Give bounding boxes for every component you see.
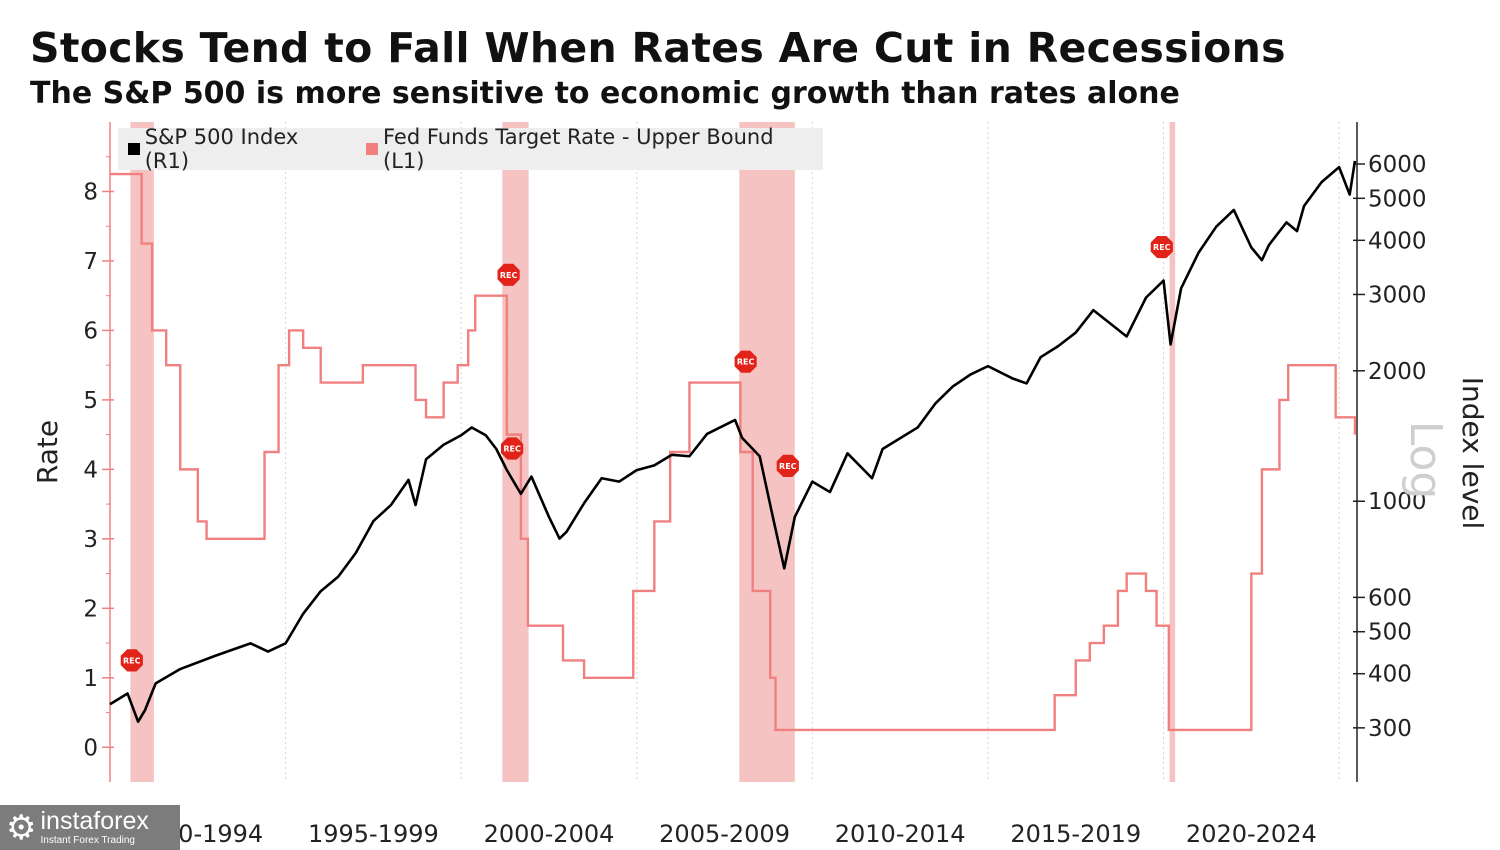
right-tick-label-400: 400 [1368,662,1412,688]
right-tick-label-500: 500 [1368,620,1412,646]
right-tick-label-6000: 6000 [1368,152,1427,178]
rec-marker-5 [1150,236,1173,259]
log-scale-label: Log [1400,421,1451,500]
x-tick-label-5: 2015-2019 [1010,820,1141,848]
gear-logo-icon: ⚙ [6,807,37,848]
left-tick-label-1: 1 [83,666,98,692]
left-tick-label-7: 7 [83,249,98,275]
rec-marker-3-label: REC [737,358,755,367]
legend-item-fed: Fed Funds Target Rate - Upper Bound (L1) [366,125,811,173]
rec-marker-2 [501,437,524,460]
rec-marker-4 [776,454,799,477]
right-tick-label-300: 300 [1368,716,1412,742]
rec-marker-1-label: REC [500,271,518,280]
chart-title: Stocks Tend to Fall When Rates Are Cut i… [30,24,1286,72]
left-tick-label-5: 5 [83,388,98,414]
series-line-sp500 [109,160,1357,723]
left-axis-label: Rate [31,420,64,484]
left-tick-label-3: 3 [83,527,98,553]
watermark-logo: ⚙ instaforex Instant Forex Trading [0,805,180,850]
left-tick-label-6: 6 [83,318,98,344]
watermark-tagline: Instant Forex Trading [40,835,135,846]
rec-marker-4-label: REC [779,462,797,471]
x-tick-label-1: 1995-1999 [308,820,439,848]
left-tick-label-4: 4 [83,457,98,483]
legend-item-sp500: S&P 500 Index (R1) [128,125,344,173]
series-line-fed-funds [110,172,1357,732]
right-tick-label-600: 600 [1368,585,1412,611]
x-tick-label-6: 2020-2024 [1186,820,1317,848]
x-tick-label-4: 2010-2014 [835,820,966,848]
rec-marker-1 [497,263,520,286]
x-tick-label-3: 2005-2009 [659,820,790,848]
left-tick-label-2: 2 [83,596,98,622]
right-tick-label-1000: 1000 [1368,489,1427,515]
legend: S&P 500 Index (R1) Fed Funds Target Rate… [118,125,823,173]
chart-subtitle: The S&P 500 is more sensitive to economi… [30,76,1180,111]
legend-swatch-sp500 [128,143,140,155]
right-axis-label: Index level [1456,377,1489,530]
rec-marker-5-label: REC [1153,243,1171,252]
recession-band-0 [130,122,154,782]
rec-marker-2-label: REC [503,445,521,454]
x-tick-label-2: 2000-2004 [484,820,615,848]
right-tick-label-4000: 4000 [1368,228,1427,254]
recession-band-3 [1169,122,1176,782]
right-tick-label-3000: 3000 [1368,282,1427,308]
rec-marker-0 [120,649,143,672]
rec-marker-0-label: REC [123,656,141,665]
left-tick-label-8: 8 [83,179,98,205]
right-tick-label-2000: 2000 [1368,359,1427,385]
legend-swatch-fed [366,143,378,155]
left-tick-label-0: 0 [83,735,98,761]
watermark-name: instaforex [40,807,149,835]
rec-marker-3 [734,350,757,373]
right-tick-label-5000: 5000 [1368,186,1427,212]
legend-label-sp500: S&P 500 Index (R1) [144,125,299,173]
legend-label-fed: Fed Funds Target Rate - Upper Bound (L1) [383,125,774,173]
